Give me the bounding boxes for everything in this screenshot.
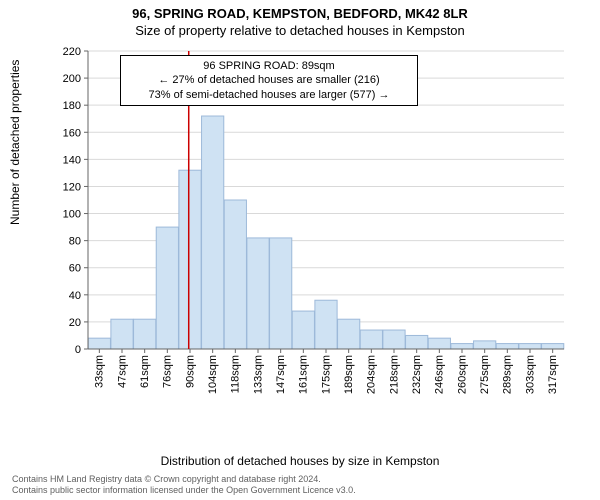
svg-text:232sqm: 232sqm	[411, 355, 423, 394]
footer-line-2: Contains public sector information licen…	[12, 485, 356, 496]
y-axis-label: Number of detached properties	[8, 60, 22, 225]
svg-text:118sqm: 118sqm	[230, 355, 242, 393]
svg-text:61sqm: 61sqm	[139, 355, 151, 388]
annotation-line-3: 73% of semi-detached houses are larger (…	[129, 88, 409, 102]
svg-text:160: 160	[63, 127, 81, 139]
svg-text:275sqm: 275sqm	[479, 355, 491, 394]
svg-text:100: 100	[63, 209, 81, 221]
svg-text:147sqm: 147sqm	[275, 355, 287, 394]
svg-text:0: 0	[75, 344, 81, 356]
svg-text:33sqm: 33sqm	[94, 355, 106, 388]
svg-text:220: 220	[63, 46, 81, 58]
svg-text:120: 120	[63, 181, 81, 193]
annotation-line-1: 96 SPRING ROAD: 89sqm	[129, 59, 409, 73]
svg-text:175sqm: 175sqm	[320, 355, 332, 394]
svg-text:303sqm: 303sqm	[524, 355, 536, 394]
svg-text:76sqm: 76sqm	[162, 355, 174, 388]
svg-text:180: 180	[63, 100, 81, 112]
chart-container: 96, SPRING ROAD, KEMPSTON, BEDFORD, MK42…	[0, 0, 600, 500]
svg-text:204sqm: 204sqm	[366, 355, 378, 394]
svg-text:60: 60	[69, 263, 81, 275]
svg-text:140: 140	[63, 154, 81, 166]
svg-text:80: 80	[69, 236, 81, 248]
svg-text:200: 200	[63, 73, 81, 85]
chart-title-sub: Size of property relative to detached ho…	[0, 21, 600, 38]
footer-line-1: Contains HM Land Registry data © Crown c…	[12, 474, 356, 485]
svg-text:20: 20	[69, 317, 81, 329]
svg-text:317sqm: 317sqm	[547, 355, 559, 394]
footer-text: Contains HM Land Registry data © Crown c…	[12, 474, 356, 496]
svg-text:47sqm: 47sqm	[116, 355, 128, 388]
svg-text:90sqm: 90sqm	[184, 355, 196, 388]
svg-text:40: 40	[69, 290, 81, 302]
svg-text:246sqm: 246sqm	[434, 355, 446, 394]
annotation-line-2: ← 27% of detached houses are smaller (21…	[129, 73, 409, 87]
svg-text:289sqm: 289sqm	[502, 355, 514, 394]
svg-text:260sqm: 260sqm	[456, 355, 468, 394]
annotation-box: 96 SPRING ROAD: 89sqm← 27% of detached h…	[120, 55, 418, 106]
svg-text:104sqm: 104sqm	[207, 355, 219, 394]
svg-text:161sqm: 161sqm	[298, 355, 310, 394]
svg-text:218sqm: 218sqm	[388, 355, 400, 394]
svg-text:133sqm: 133sqm	[252, 355, 264, 394]
svg-text:189sqm: 189sqm	[343, 355, 355, 394]
chart-title-main: 96, SPRING ROAD, KEMPSTON, BEDFORD, MK42…	[0, 0, 600, 21]
x-axis-label: Distribution of detached houses by size …	[0, 454, 600, 468]
